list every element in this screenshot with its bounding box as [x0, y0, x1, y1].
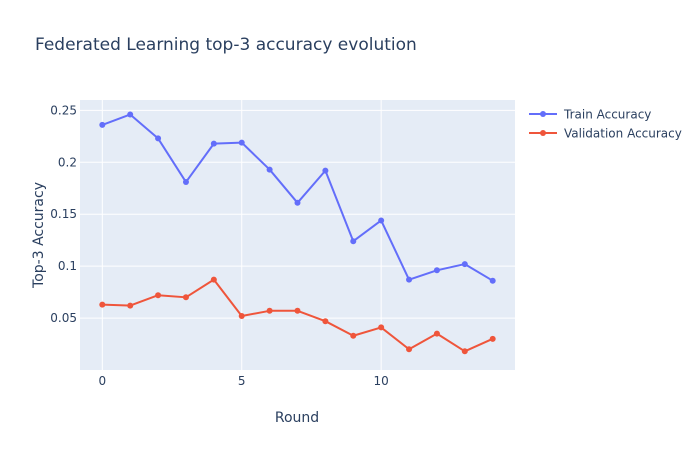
legend[interactable]: Train Accuracy Validation Accuracy — [529, 108, 682, 141]
x-tick-label: 0 — [98, 374, 106, 388]
data-point[interactable] — [127, 302, 134, 309]
x-axis-ticks: 0 5 10 — [98, 374, 388, 388]
data-point[interactable] — [322, 167, 329, 174]
data-point[interactable] — [406, 276, 413, 283]
data-point[interactable] — [238, 139, 245, 146]
x-axis-title: Round — [275, 410, 319, 426]
data-point[interactable] — [489, 335, 496, 342]
data-point[interactable] — [127, 111, 134, 118]
legend-item-validation[interactable]: Validation Accuracy — [529, 127, 682, 141]
data-point[interactable] — [210, 140, 217, 147]
data-point[interactable] — [182, 179, 189, 186]
data-point[interactable] — [266, 166, 273, 173]
data-point[interactable] — [238, 313, 245, 319]
legend-marker-train — [540, 111, 546, 117]
data-point[interactable] — [350, 332, 357, 339]
legend-label-validation: Validation Accuracy — [564, 127, 682, 141]
legend-marker-validation — [540, 130, 546, 136]
data-point[interactable] — [433, 330, 440, 337]
data-point[interactable] — [294, 199, 301, 206]
data-point[interactable] — [155, 292, 162, 299]
data-point[interactable] — [322, 318, 329, 325]
x-tick-label: 5 — [238, 374, 246, 388]
x-tick-label: 10 — [374, 374, 389, 388]
data-point[interactable] — [350, 238, 357, 245]
data-point[interactable] — [406, 346, 413, 353]
data-point[interactable] — [378, 324, 385, 331]
y-tick-label: 0.05 — [50, 311, 77, 325]
series-validation — [99, 276, 496, 355]
data-point[interactable] — [461, 348, 468, 355]
y-tick-label: 0.25 — [50, 103, 77, 117]
y-axis-ticks: 0.05 0.1 0.15 0.2 0.25 — [50, 103, 77, 325]
data-point[interactable] — [155, 135, 162, 142]
chart-title: Federated Learning top-3 accuracy evolut… — [35, 35, 417, 55]
data-point[interactable] — [99, 121, 106, 128]
legend-item-train[interactable]: Train Accuracy — [529, 108, 651, 122]
data-point[interactable] — [461, 261, 468, 268]
series-train — [99, 111, 496, 284]
plot-area — [80, 100, 515, 370]
y-tick-label: 0.2 — [58, 155, 77, 169]
data-point[interactable] — [489, 277, 496, 284]
data-point[interactable] — [266, 307, 273, 314]
legend-label-train: Train Accuracy — [563, 108, 651, 122]
data-point[interactable] — [294, 307, 301, 314]
data-point[interactable] — [378, 217, 385, 224]
data-point[interactable] — [210, 276, 217, 283]
data-point[interactable] — [99, 301, 106, 308]
series-lines — [99, 111, 496, 355]
data-point[interactable] — [182, 294, 189, 301]
y-axis-title: Top-3 Accuracy — [31, 182, 47, 289]
y-tick-label: 0.1 — [58, 259, 77, 273]
y-tick-label: 0.15 — [50, 207, 77, 221]
data-point[interactable] — [433, 267, 440, 274]
